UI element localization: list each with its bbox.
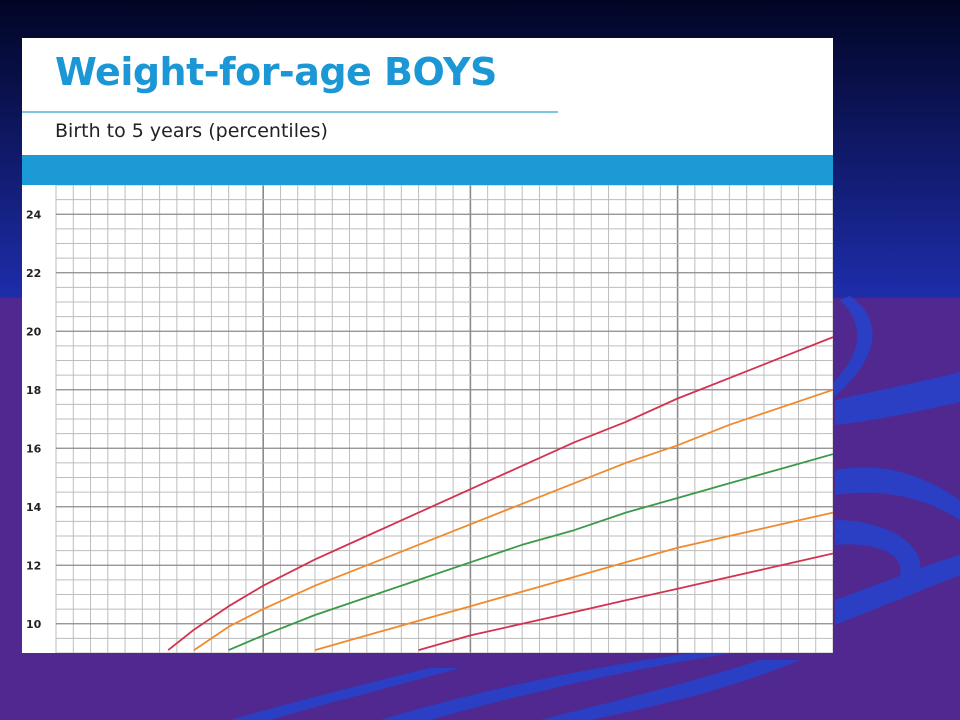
plot-area: 10 12 14 16 18 20 22 24 — [26, 185, 833, 653]
percentile-curve-3 — [228, 453, 833, 651]
chart-title: Weight-for-age BOYS — [55, 50, 497, 94]
percentile-curve-5 — [418, 552, 833, 651]
header-band — [22, 155, 833, 185]
y-tick-label: 12 — [26, 559, 41, 572]
y-tick-label: 20 — [26, 325, 42, 338]
chart-subtitle: Birth to 5 years (percentiles) — [55, 120, 328, 142]
y-tick-label: 18 — [26, 384, 41, 397]
percentile-curve-4 — [314, 511, 833, 651]
title-underline — [22, 111, 558, 113]
percentile-curve-1 — [167, 336, 833, 651]
y-tick-label: 24 — [26, 208, 42, 221]
y-tick-label: 16 — [26, 442, 42, 455]
growth-chart-panel: Weight-for-age BOYS Birth to 5 years (pe… — [22, 38, 833, 653]
y-tick-label: 14 — [26, 501, 42, 514]
y-tick-label: 10 — [26, 618, 42, 631]
y-tick-label: 22 — [26, 267, 41, 280]
percentile-curve-2 — [193, 388, 833, 651]
